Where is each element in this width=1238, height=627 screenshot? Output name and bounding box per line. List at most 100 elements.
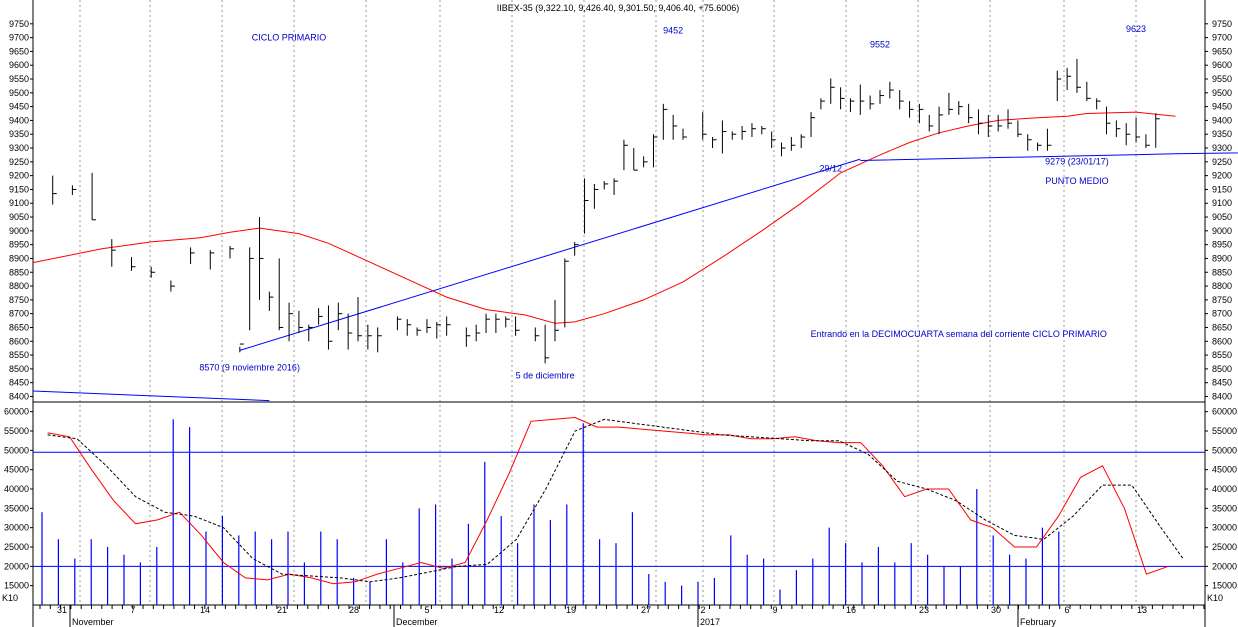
y-tick-label: 8550 (1212, 350, 1232, 360)
y-tick-label: 8500 (1212, 364, 1232, 374)
trend-line (32, 390, 270, 402)
annotation-label: Entrando en la DECIMOCUARTA semana del c… (811, 329, 1107, 339)
y-tick-label: 8400 (9, 391, 29, 401)
y-tick-label: 40000 (4, 484, 29, 494)
x-day-label: 14 (200, 605, 210, 615)
y-tick-label: 60000 (1212, 407, 1237, 417)
y-tick-label: 9300 (9, 143, 29, 153)
y-tick-label: 15000 (1212, 581, 1237, 591)
y-tick-label: 15000 (4, 581, 29, 591)
x-month-label: November (72, 617, 114, 627)
y-tick-label: 9550 (1212, 74, 1232, 84)
annotation-label: 29/12 (819, 163, 842, 173)
y-tick-label: 8600 (9, 336, 29, 346)
y-tick-label: 8900 (1212, 253, 1232, 263)
annotation-label: 9552 (870, 39, 890, 49)
y-tick-label: 9450 (1212, 102, 1232, 112)
vertical-gridlines (79, 0, 1137, 605)
y-tick-label: 9050 (9, 212, 29, 222)
y-tick-label: 9150 (9, 184, 29, 194)
y-tick-label: 45000 (4, 465, 29, 475)
y-tick-label: 9250 (9, 157, 29, 167)
chart-title: IIBEX-35 (9,322.10, 9,426.40, 9,301.50, … (497, 3, 739, 13)
x-day-label: 12 (494, 605, 504, 615)
x-day-label: 9 (772, 605, 777, 615)
y-tick-label: 50000 (1212, 445, 1237, 455)
y-tick-label: 9500 (9, 88, 29, 98)
y-tick-label: 8950 (1212, 240, 1232, 250)
annotation-label: 9623 (1126, 24, 1146, 34)
volume-reference-lines (33, 451, 1205, 567)
annotation-label: 9452 (663, 25, 683, 35)
x-day-label: 6 (1064, 605, 1069, 615)
x-day-label: 13 (1137, 605, 1147, 615)
annotation-label: PUNTO MEDIO (1045, 176, 1108, 186)
x-day-label: 2 (700, 605, 705, 615)
y-tick-label: 20000 (4, 561, 29, 571)
y-tick-label: 9600 (9, 60, 29, 70)
y-tick-label: 9500 (1212, 88, 1232, 98)
y-tick-label: 8950 (9, 240, 29, 250)
y-tick-label: 9250 (1212, 157, 1232, 167)
y-tick-label: 35000 (1212, 503, 1237, 513)
x-day-label: 7 (130, 605, 135, 615)
price-overlays (32, 111, 1238, 402)
y-tick-label: 8900 (9, 253, 29, 263)
y-tick-label: 8650 (9, 322, 29, 332)
y-tick-label: 8750 (9, 295, 29, 305)
y-tick-label: 8850 (9, 267, 29, 277)
y-tick-label: 9600 (1212, 60, 1232, 70)
y-tick-label: 55000 (1212, 426, 1237, 436)
x-day-label: 31 (57, 605, 67, 615)
y-tick-label: 40000 (1212, 484, 1237, 494)
price-bars (52, 58, 1160, 364)
x-day-label: 30 (991, 605, 1001, 615)
y-tick-label: 9200 (1212, 171, 1232, 181)
y-tick-label: 9650 (9, 46, 29, 56)
y-tick-label: 8800 (1212, 281, 1232, 291)
y-tick-label: 9000 (9, 226, 29, 236)
x-day-label: 27 (641, 605, 651, 615)
x-day-label: 23 (919, 605, 929, 615)
y-tick-label: 8550 (9, 350, 29, 360)
x-day-label: 21 (277, 605, 287, 615)
x-month-label: December (396, 617, 438, 627)
chart-frames (32, 0, 1206, 627)
y-tick-label: 9350 (9, 129, 29, 139)
y-tick-label: 8850 (1212, 267, 1232, 277)
y-unit-label: K10 (1207, 593, 1223, 603)
y-tick-label: 9700 (9, 33, 29, 43)
x-day-label: 5 (424, 605, 429, 615)
date-x-axis: 31 7 14 21 28 5 12 19 27 2 9 16 23 30 6 13 November Decem… (39, 605, 1205, 627)
y-tick-label: 9200 (9, 171, 29, 181)
annotation-label: 9279 (23/01/17) (1045, 157, 1109, 167)
volume-oscillator-line (47, 416, 1169, 585)
y-tick-label: 9450 (9, 102, 29, 112)
y-tick-label: 35000 (4, 503, 29, 513)
y-tick-label: 9100 (1212, 198, 1232, 208)
y-tick-label: 9750 (1212, 19, 1232, 29)
y-tick-label: 9150 (1212, 184, 1232, 194)
y-tick-label: 9100 (9, 198, 29, 208)
y-tick-label: 8600 (1212, 336, 1232, 346)
trend-line (860, 152, 1238, 161)
trend-line (239, 158, 861, 351)
y-tick-label: 30000 (4, 523, 29, 533)
y-tick-label: 8400 (1212, 391, 1232, 401)
y-tick-label: 8700 (1212, 309, 1232, 319)
y-tick-label: 8650 (1212, 322, 1232, 332)
annotation-label: 8570 (9 noviembre 2016) (199, 362, 300, 372)
y-tick-label: 45000 (1212, 465, 1237, 475)
y-tick-label: 25000 (4, 542, 29, 552)
y-tick-label: 8450 (9, 378, 29, 388)
x-day-label: 16 (846, 605, 856, 615)
y-tick-label: 8800 (9, 281, 29, 291)
y-tick-label: 9300 (1212, 143, 1232, 153)
x-month-label: 2017 (700, 617, 720, 627)
y-tick-label: 9750 (9, 19, 29, 29)
moving-average-line (32, 111, 1176, 324)
x-day-label: 28 (349, 605, 359, 615)
y-tick-label: 8450 (1212, 378, 1232, 388)
y-tick-label: 9350 (1212, 129, 1232, 139)
x-day-label: 19 (566, 605, 576, 615)
